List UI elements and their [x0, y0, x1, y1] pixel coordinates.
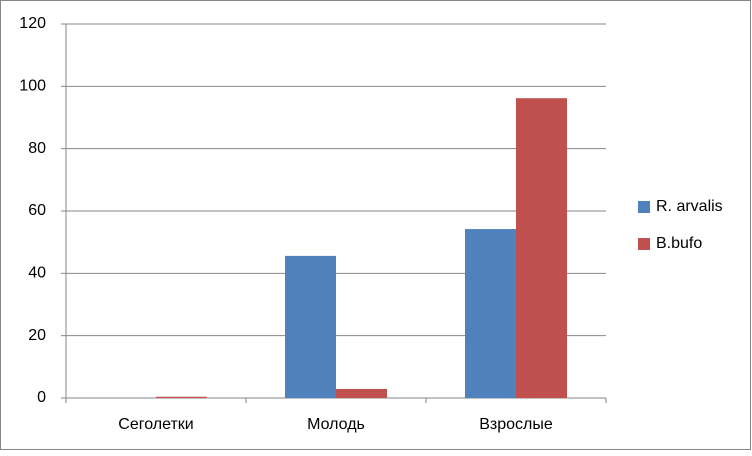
- y-tick-label: 40: [28, 265, 46, 282]
- y-tick-label: 0: [37, 389, 46, 406]
- y-tick-label: 60: [28, 202, 46, 219]
- y-tick-label: 100: [19, 78, 46, 95]
- bar: [285, 255, 336, 398]
- y-tick-label: 20: [28, 327, 46, 344]
- bar: [336, 388, 387, 398]
- x-tick-label: Молодь: [307, 416, 365, 433]
- legend-swatch: [638, 201, 650, 213]
- bar: [156, 396, 207, 398]
- legend-label: B.bufo: [656, 235, 702, 252]
- x-tick-label: Взрослые: [479, 416, 553, 433]
- x-tick-label: Сеголетки: [118, 416, 193, 433]
- bar: [516, 98, 567, 398]
- legend-swatch: [638, 238, 650, 250]
- y-tick-label: 80: [28, 140, 46, 157]
- y-tick-label: 120: [19, 15, 46, 32]
- legend-label: R. arvalis: [656, 198, 723, 215]
- bar: [465, 229, 516, 398]
